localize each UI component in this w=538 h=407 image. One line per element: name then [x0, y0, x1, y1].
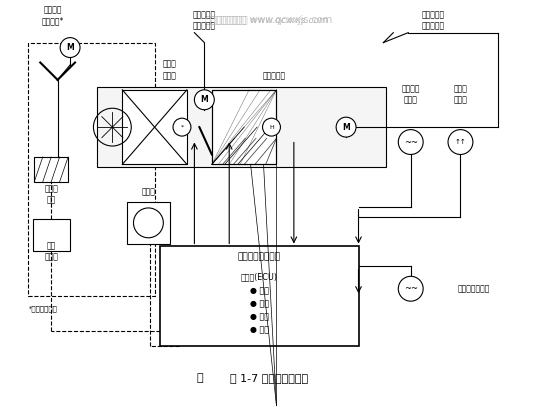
- Text: M: M: [66, 43, 74, 52]
- Bar: [34, 157, 68, 182]
- Text: ~~: ~~: [404, 284, 417, 293]
- Text: 蒸发器
传感器: 蒸发器 传感器: [162, 60, 176, 80]
- Text: 空气混合控
制伺服电机: 空气混合控 制伺服电机: [193, 10, 216, 30]
- Text: 车内气温
传感器: 车内气温 传感器: [401, 85, 420, 105]
- Circle shape: [398, 276, 423, 301]
- Text: 太阳能
传感器: 太阳能 传感器: [454, 85, 468, 105]
- Bar: [33, 219, 70, 252]
- Bar: [212, 90, 277, 164]
- Text: ↑↑: ↑↑: [455, 139, 466, 145]
- Text: 自动空调器放大器: 自动空调器放大器: [238, 252, 280, 261]
- Bar: [97, 88, 386, 167]
- Text: *: *: [180, 125, 183, 129]
- Text: 图: 图: [196, 373, 203, 383]
- Text: 车外气温传感器: 车外气温传感器: [458, 284, 490, 293]
- Circle shape: [194, 90, 214, 110]
- Text: 微电脑(ECU)
● 计算
● 存储
● 判断
● 定时: 微电脑(ECU) ● 计算 ● 存储 ● 判断 ● 定时: [240, 273, 278, 335]
- Text: 图 1-7 自动控制工作图: 图 1-7 自动控制工作图: [230, 373, 308, 383]
- Bar: [122, 90, 187, 164]
- Bar: [212, 90, 277, 164]
- Text: 压缩机: 压缩机: [141, 187, 155, 196]
- Text: ~~: ~~: [404, 138, 417, 147]
- Circle shape: [173, 118, 191, 136]
- Circle shape: [336, 117, 356, 137]
- Text: M: M: [201, 95, 208, 104]
- Text: *仅限某些型号: *仅限某些型号: [29, 305, 58, 312]
- Circle shape: [398, 129, 423, 155]
- Bar: [160, 247, 358, 346]
- Text: M: M: [342, 123, 350, 131]
- Text: 汽车维修技术网 www.qcwxjs.com: 汽车维修技术网 www.qcwxjs.com: [206, 15, 332, 25]
- Circle shape: [448, 129, 473, 155]
- Text: 气流方式控
制伺服电机: 气流方式控 制伺服电机: [422, 10, 445, 30]
- Text: H: H: [269, 125, 274, 129]
- Text: 鼓风机
电机: 鼓风机 电机: [44, 184, 58, 204]
- Text: 水温传感器: 水温传感器: [263, 71, 286, 80]
- Text: 功率
晶体管: 功率 晶体管: [44, 241, 58, 262]
- Text: 进气控制
伺服电机*: 进气控制 伺服电机*: [41, 5, 64, 25]
- Bar: [128, 202, 169, 244]
- Circle shape: [60, 37, 80, 57]
- Circle shape: [263, 118, 280, 136]
- Text: 汽车维修技术网 www.qcwxjs.com: 汽车维修技术网 www.qcwxjs.com: [210, 16, 328, 25]
